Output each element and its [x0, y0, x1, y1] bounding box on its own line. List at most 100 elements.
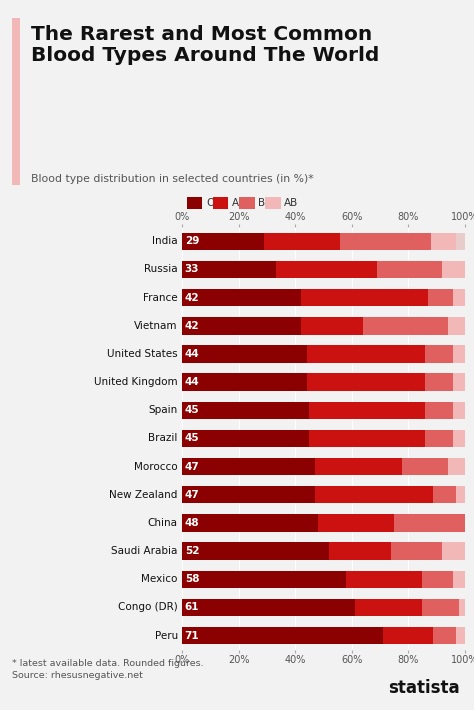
- Bar: [182, 599, 465, 616]
- Bar: [459, 599, 465, 616]
- Bar: [182, 458, 315, 475]
- Text: China: China: [148, 518, 178, 528]
- Bar: [442, 542, 465, 559]
- Bar: [315, 486, 434, 503]
- Bar: [182, 514, 465, 532]
- Text: United Kingdom: United Kingdom: [94, 377, 178, 387]
- Bar: [275, 261, 377, 278]
- Bar: [447, 458, 465, 475]
- Bar: [434, 486, 456, 503]
- Bar: [434, 627, 456, 644]
- Bar: [182, 402, 310, 419]
- Bar: [182, 486, 465, 503]
- Text: statista: statista: [388, 679, 460, 697]
- Text: Brazil: Brazil: [148, 433, 178, 444]
- Bar: [394, 514, 474, 532]
- Bar: [182, 514, 318, 532]
- Bar: [182, 345, 465, 363]
- Bar: [182, 373, 307, 391]
- Text: 44: 44: [185, 349, 200, 359]
- Text: 42: 42: [185, 321, 200, 331]
- Text: B: B: [258, 198, 265, 208]
- Text: 47: 47: [185, 490, 200, 500]
- Text: 71: 71: [185, 630, 200, 640]
- Bar: [391, 542, 442, 559]
- Text: France: France: [143, 293, 178, 302]
- Bar: [182, 373, 465, 391]
- Bar: [182, 430, 465, 447]
- Bar: [301, 289, 428, 306]
- Bar: [182, 261, 465, 278]
- Bar: [453, 571, 465, 588]
- Bar: [431, 233, 456, 250]
- Text: Morocco: Morocco: [134, 462, 178, 471]
- Bar: [182, 402, 465, 419]
- Bar: [182, 317, 301, 334]
- Bar: [402, 458, 447, 475]
- Text: 29: 29: [185, 236, 199, 246]
- Bar: [425, 402, 453, 419]
- Bar: [182, 542, 329, 559]
- Text: 52: 52: [185, 546, 199, 556]
- Bar: [453, 289, 465, 306]
- Bar: [383, 627, 434, 644]
- Bar: [422, 571, 453, 588]
- Text: AB: AB: [284, 198, 299, 208]
- Text: 33: 33: [185, 264, 199, 275]
- Bar: [182, 627, 465, 644]
- Bar: [182, 486, 315, 503]
- Bar: [329, 542, 391, 559]
- Bar: [182, 627, 383, 644]
- Text: Source: rhesusnegative.net: Source: rhesusnegative.net: [12, 671, 143, 680]
- Bar: [453, 430, 465, 447]
- Text: India: India: [152, 236, 178, 246]
- Text: 45: 45: [185, 433, 200, 444]
- Text: 61: 61: [185, 602, 199, 613]
- Bar: [182, 571, 465, 588]
- Bar: [447, 317, 465, 334]
- Bar: [425, 345, 453, 363]
- Text: 58: 58: [185, 574, 199, 584]
- Text: 48: 48: [185, 518, 200, 528]
- Bar: [318, 514, 394, 532]
- Bar: [453, 402, 465, 419]
- Text: * latest available data. Rounded figures.: * latest available data. Rounded figures…: [12, 659, 203, 668]
- Bar: [428, 289, 453, 306]
- Text: O: O: [206, 198, 214, 208]
- Bar: [363, 317, 447, 334]
- Bar: [346, 571, 422, 588]
- Bar: [182, 317, 465, 334]
- Text: Blood type distribution in selected countries (in %)*: Blood type distribution in selected coun…: [31, 174, 313, 184]
- Text: New Zealand: New Zealand: [109, 490, 178, 500]
- Bar: [456, 627, 465, 644]
- Bar: [377, 261, 442, 278]
- Text: Spain: Spain: [148, 405, 178, 415]
- Bar: [182, 542, 465, 559]
- Text: The Rarest and Most Common
Blood Types Around The World: The Rarest and Most Common Blood Types A…: [31, 25, 379, 65]
- Bar: [315, 458, 402, 475]
- Bar: [182, 233, 465, 250]
- Bar: [182, 571, 346, 588]
- Bar: [355, 599, 422, 616]
- Bar: [182, 261, 275, 278]
- Bar: [310, 402, 425, 419]
- Text: A: A: [232, 198, 239, 208]
- Bar: [301, 317, 363, 334]
- Bar: [453, 373, 465, 391]
- Bar: [425, 430, 453, 447]
- Bar: [182, 233, 264, 250]
- Bar: [422, 599, 459, 616]
- Bar: [182, 345, 307, 363]
- Text: Peru: Peru: [155, 630, 178, 640]
- Text: Russia: Russia: [144, 264, 178, 275]
- Bar: [340, 233, 431, 250]
- Bar: [310, 430, 425, 447]
- Bar: [307, 345, 425, 363]
- Bar: [264, 233, 340, 250]
- Text: 45: 45: [185, 405, 200, 415]
- Text: 44: 44: [185, 377, 200, 387]
- Bar: [182, 599, 355, 616]
- Bar: [307, 373, 425, 391]
- Bar: [442, 261, 465, 278]
- Text: 47: 47: [185, 462, 200, 471]
